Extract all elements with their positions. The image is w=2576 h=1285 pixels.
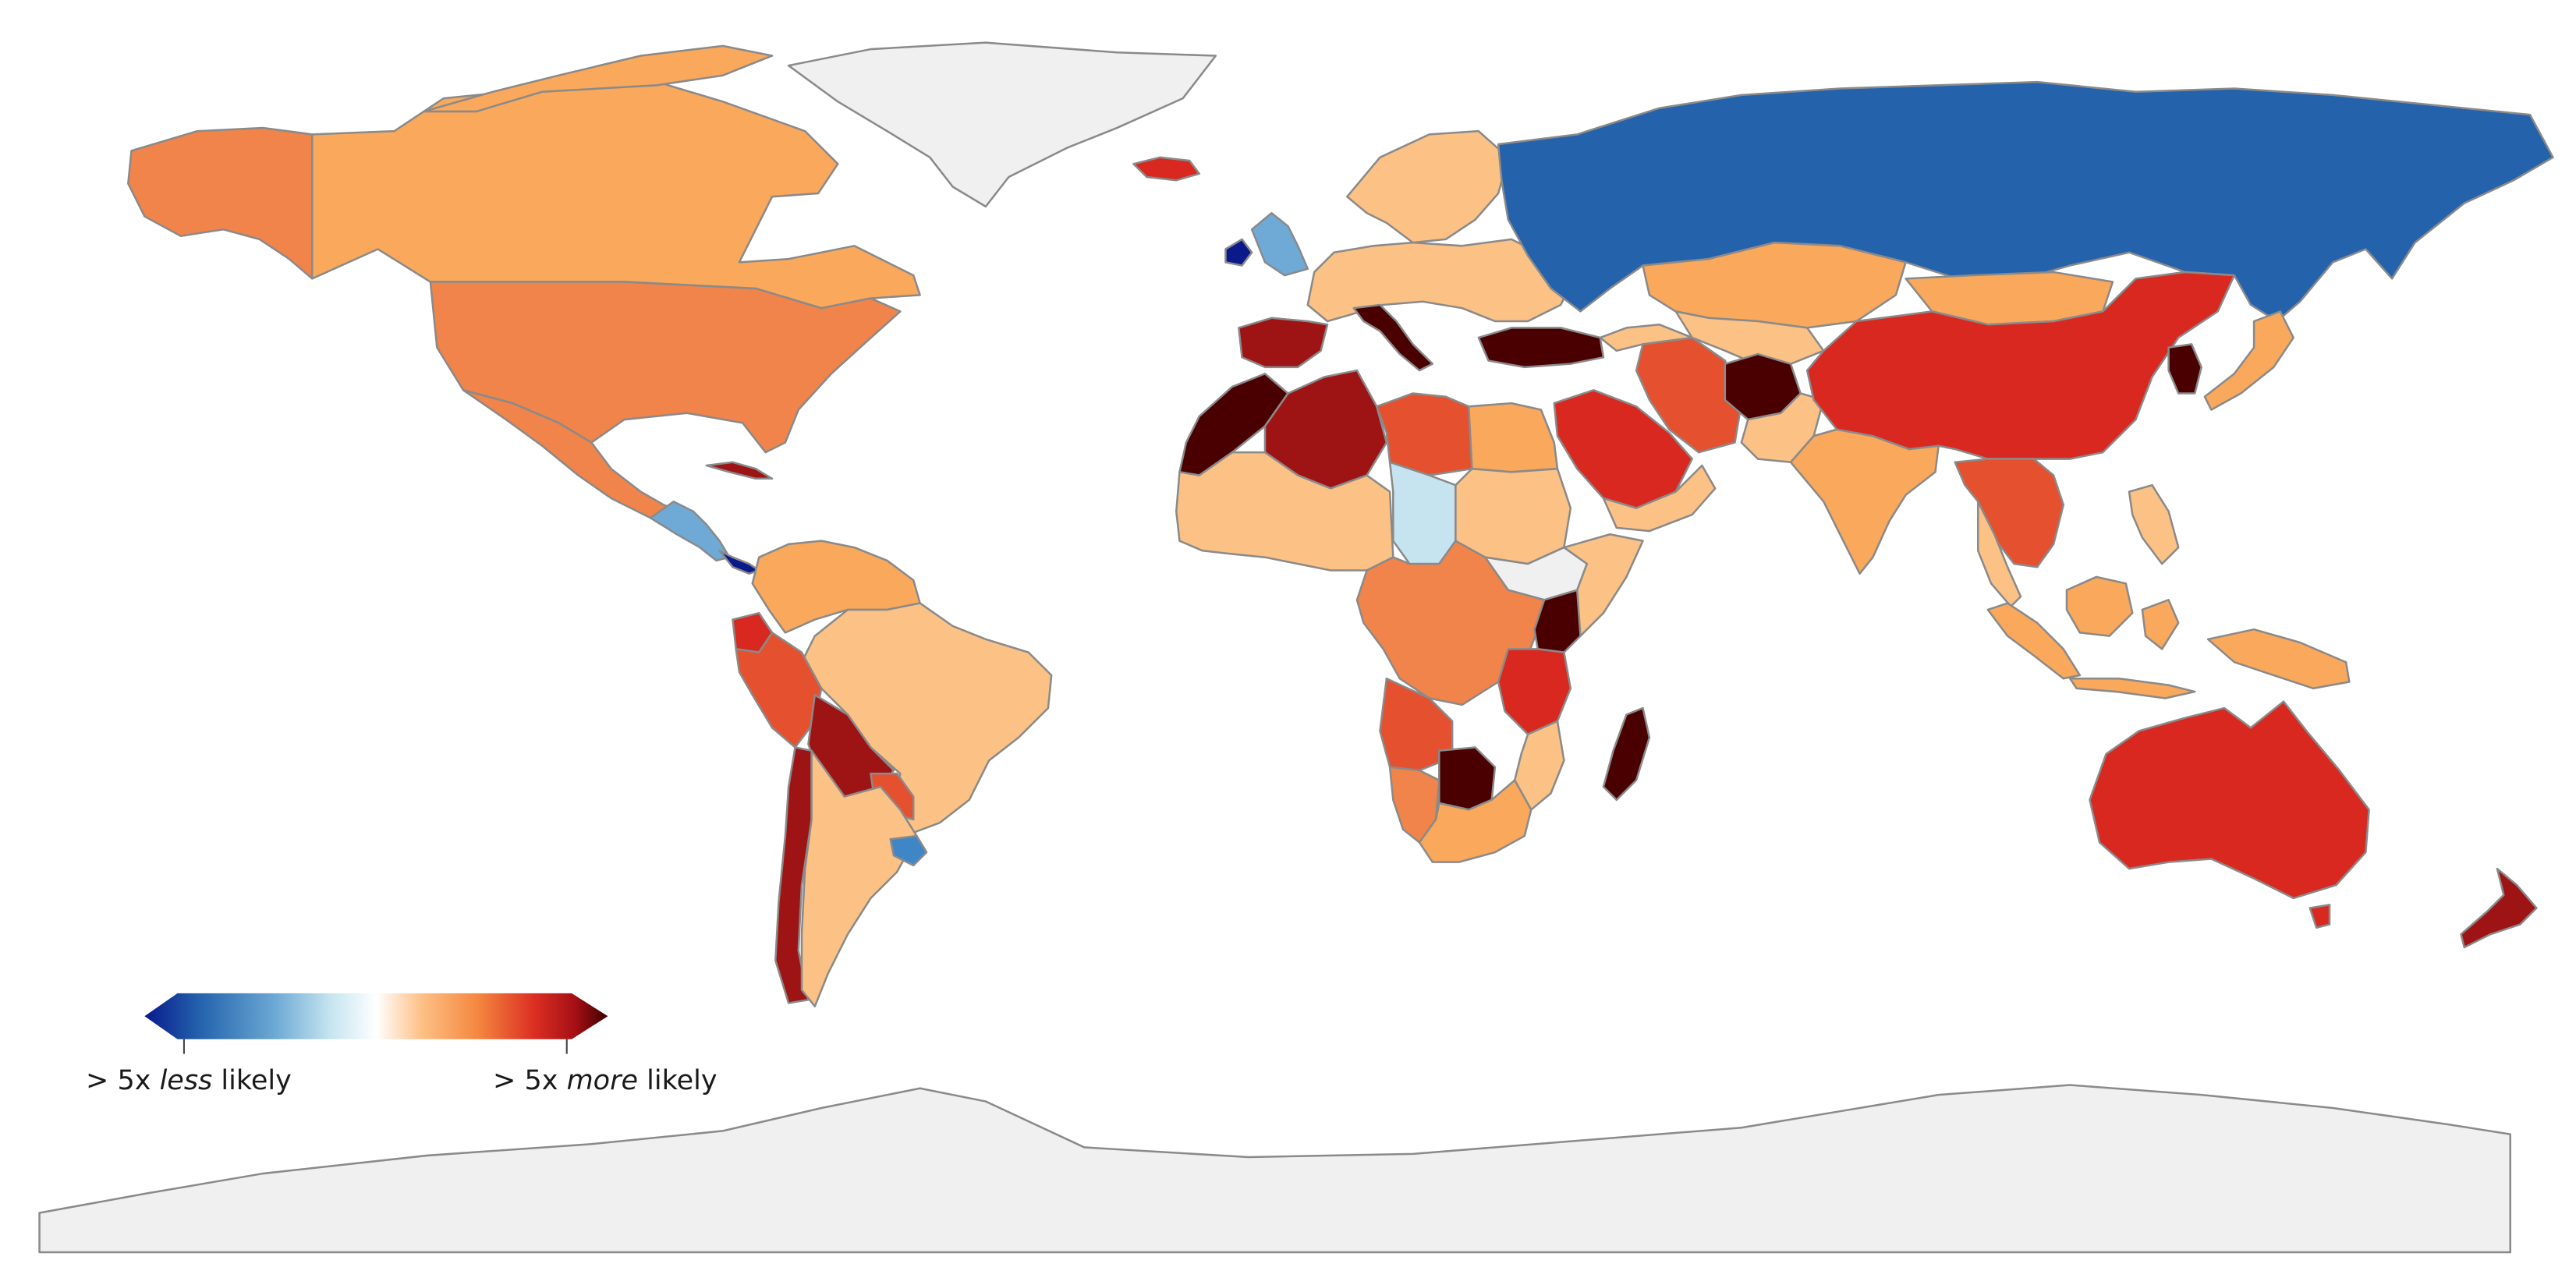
brazil [800, 602, 1053, 834]
iceland [1132, 156, 1201, 182]
chad [1388, 461, 1457, 565]
ireland [1224, 238, 1253, 267]
argentina [800, 749, 918, 1007]
china [1805, 271, 2236, 460]
indonesia-sulawesi [2141, 599, 2180, 650]
madagascar [1602, 706, 1651, 802]
philippines [2128, 483, 2180, 565]
mozambique [1513, 720, 1565, 811]
egypt [1467, 402, 1559, 473]
india [1789, 428, 1940, 575]
legend-label-more: > 5x more likely [493, 1065, 718, 1096]
central-asia [1674, 310, 1825, 365]
iran [1635, 336, 1743, 454]
australia [2089, 700, 2370, 900]
horn-of-africa [1563, 533, 1644, 637]
central-america [649, 500, 731, 562]
spain [1238, 317, 1329, 369]
new-zealand [2460, 867, 2538, 949]
italy [1352, 303, 1434, 372]
greenland [787, 41, 1217, 208]
central-africa [1355, 540, 1546, 706]
legend-more-emphasis: more [566, 1065, 638, 1096]
turkey [1477, 327, 1605, 369]
legend-more-suffix: likely [638, 1065, 718, 1096]
korea [2167, 343, 2202, 395]
indonesia-java [2068, 677, 2196, 699]
russia [1497, 80, 2554, 323]
alaska [127, 126, 314, 280]
legend-more-prefix: > 5x [493, 1065, 567, 1096]
panama [718, 550, 760, 575]
indonesia-sumatra [1986, 602, 2082, 680]
morocco [1178, 373, 1289, 476]
legend-less-emphasis: less [159, 1065, 213, 1096]
southeast-asia [1954, 458, 2065, 568]
legend-colorbar [144, 993, 608, 1039]
indonesia-borneo [2065, 575, 2134, 637]
tanzania [1497, 648, 1572, 735]
canada-islands [423, 44, 774, 113]
united-kingdom [1250, 212, 1309, 277]
legend-less-suffix: likely [212, 1065, 292, 1096]
legend-label-less: > 5x less likely [86, 1065, 292, 1096]
botswana [1438, 746, 1497, 811]
legend-less-prefix: > 5x [86, 1065, 160, 1096]
scandinavia [1346, 129, 1510, 244]
united-states [429, 281, 902, 454]
yemen-oman [1602, 464, 1717, 533]
uruguay [889, 834, 928, 867]
japan [2203, 310, 2294, 411]
angola [1379, 677, 1454, 772]
antarctica [38, 1084, 2512, 1254]
papua-new-guinea [2206, 628, 2351, 690]
cuba [705, 461, 774, 480]
tasmania [2308, 904, 2331, 929]
canada [310, 80, 921, 310]
europe [1306, 238, 1575, 323]
south-africa [1418, 779, 1532, 863]
thailand-malaysia [1976, 500, 2022, 608]
